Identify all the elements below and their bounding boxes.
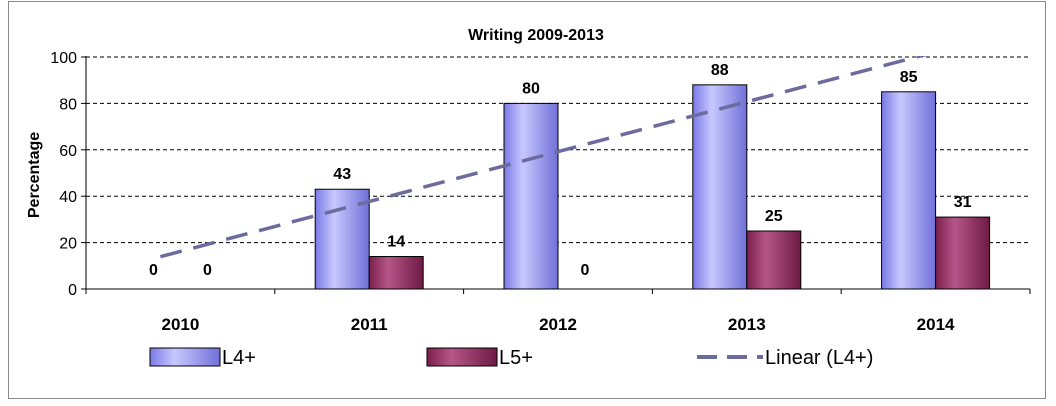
- legend-label: L4+: [222, 347, 256, 369]
- x-tick-label: 2010: [161, 315, 199, 334]
- bar-l4plus-2011: [314, 188, 370, 290]
- legend: L4+ L5+ Linear (L4+): [149, 347, 873, 369]
- y-tick-label: 100: [50, 50, 77, 67]
- legend-label: Linear (L4+): [765, 347, 873, 369]
- data-label: 43: [333, 166, 351, 183]
- y-axis-ticks: 0 20 40 60 80 100: [50, 50, 86, 299]
- y-tick-label: 0: [68, 282, 77, 299]
- data-label: 25: [765, 208, 783, 225]
- axes: [85, 56, 1030, 290]
- bar-l4plus-2012: [503, 102, 559, 290]
- data-label: 88: [711, 62, 729, 79]
- x-axis-ticks: 2010 2011 2012 2013 2014: [85, 289, 1031, 334]
- data-label: 0: [581, 262, 590, 279]
- y-tick-label: 40: [59, 189, 77, 206]
- bar-l4plus-2013: [692, 84, 748, 290]
- x-tick-label: 2014: [917, 315, 955, 334]
- y-axis-label: Percentage: [26, 132, 43, 218]
- y-tick-label: 60: [59, 143, 77, 160]
- bar-l5plus-2014: [935, 216, 991, 290]
- data-label: 0: [203, 262, 212, 279]
- bars: [314, 84, 991, 290]
- data-labels: 0 0 43 14 80 0 88 25 85 31: [149, 62, 972, 279]
- data-label: 0: [149, 262, 158, 279]
- y-tick-label: 20: [59, 236, 77, 253]
- legend-swatch-l5plus: [426, 347, 498, 367]
- chart-title: Writing 2009-2013: [468, 27, 604, 44]
- data-label: 31: [954, 194, 972, 211]
- legend-swatch-l4plus: [149, 347, 221, 367]
- x-tick-label: 2012: [539, 315, 577, 334]
- bar-l4plus-2014: [881, 91, 937, 290]
- data-label: 14: [387, 234, 405, 251]
- x-tick-label: 2011: [351, 315, 388, 334]
- x-tick-label: 2013: [728, 315, 766, 334]
- data-label: 85: [900, 69, 918, 86]
- data-label: 80: [522, 80, 540, 97]
- y-tick-label: 80: [59, 96, 77, 113]
- bar-l5plus-2013: [746, 230, 802, 290]
- legend-label: L5+: [499, 347, 533, 369]
- bar-l5plus-2011: [368, 256, 424, 290]
